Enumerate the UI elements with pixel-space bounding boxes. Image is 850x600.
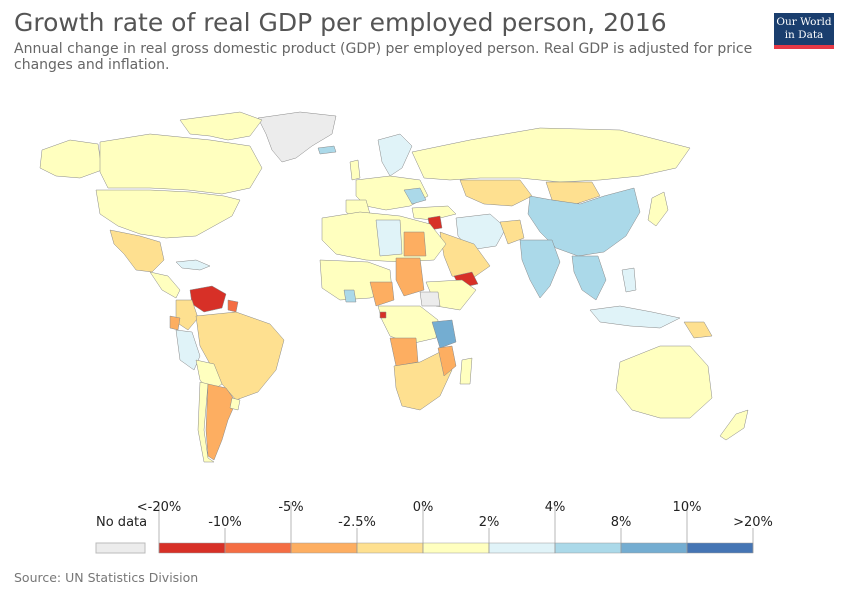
new-zealand-region	[719, 409, 749, 441]
legend-no-data-label: No data	[96, 515, 148, 530]
mexico-region	[109, 229, 165, 273]
chart-title: Growth rate of real GDP per employed per…	[14, 8, 667, 37]
japan-region	[647, 191, 669, 227]
argentina-region	[205, 383, 237, 461]
legend-tick-label: >20%	[733, 515, 773, 530]
iceland-region	[317, 145, 337, 155]
mongolia-region	[545, 181, 601, 205]
egypt-region	[403, 231, 427, 257]
gabon-region	[379, 311, 387, 319]
uruguay-region	[229, 397, 241, 411]
legend-tick-label: -10%	[208, 515, 242, 530]
ghana-region	[343, 289, 357, 303]
central-africa-region	[377, 305, 439, 345]
owid-logo[interactable]: Our World in Data	[774, 13, 834, 49]
madagascar-region	[459, 357, 473, 385]
logo-line-1: Our World	[776, 16, 832, 28]
philippines-region	[621, 267, 637, 293]
india-region	[519, 239, 561, 299]
afghanistan-region	[499, 219, 525, 245]
central-america-region	[149, 271, 181, 299]
brazil-region	[195, 311, 285, 401]
venezuela-region	[189, 285, 227, 313]
western-europe-region	[355, 175, 429, 211]
legend-tick-label: 8%	[610, 515, 632, 530]
caribbean-region	[175, 259, 211, 271]
middle-east-region	[455, 213, 507, 251]
china-region	[527, 187, 641, 257]
legend-tick-label: -2.5%	[338, 515, 376, 530]
logo-line-2: in Data	[784, 29, 824, 41]
peru-region	[175, 329, 201, 371]
legend-tick-label: <-20%	[136, 500, 182, 515]
tanzania-region	[431, 319, 457, 349]
chile-region	[197, 381, 215, 463]
indonesia-region	[589, 305, 681, 329]
eastern-europe-region	[403, 187, 427, 205]
nigeria-region	[369, 281, 395, 307]
mozambique-region	[437, 345, 457, 377]
alaska-region	[39, 139, 103, 179]
greenland-region	[257, 111, 337, 163]
south-sudan-region	[419, 291, 441, 307]
legend-tick-label: 2%	[478, 515, 500, 530]
legend-tick-label: 10%	[672, 500, 702, 515]
angola-region	[389, 337, 419, 367]
scandinavia-region	[377, 133, 413, 177]
australia-region	[615, 345, 713, 419]
png-region	[683, 321, 713, 339]
legend-tick-label: -5%	[278, 500, 304, 515]
chart-subtitle: Annual change in real gross domestic pro…	[14, 41, 753, 73]
southern-africa-region	[393, 351, 453, 411]
arctic-islands-region	[179, 111, 263, 141]
libya-region	[375, 219, 403, 257]
source-note: Source: UN Statistics Division	[14, 570, 199, 585]
turkey-region	[411, 205, 457, 221]
ecuador-region	[169, 315, 181, 331]
legend-tick-label: 0%	[412, 500, 434, 515]
uk-region	[349, 159, 361, 181]
canada-region	[99, 133, 263, 195]
legend-tick-label: 4%	[544, 500, 566, 515]
kazakhstan-region	[459, 179, 533, 207]
southeast-asia-region	[571, 255, 607, 301]
usa-region	[95, 189, 241, 239]
russia-region	[411, 127, 691, 183]
guianas-region	[227, 299, 239, 313]
sudan-region	[395, 257, 425, 297]
